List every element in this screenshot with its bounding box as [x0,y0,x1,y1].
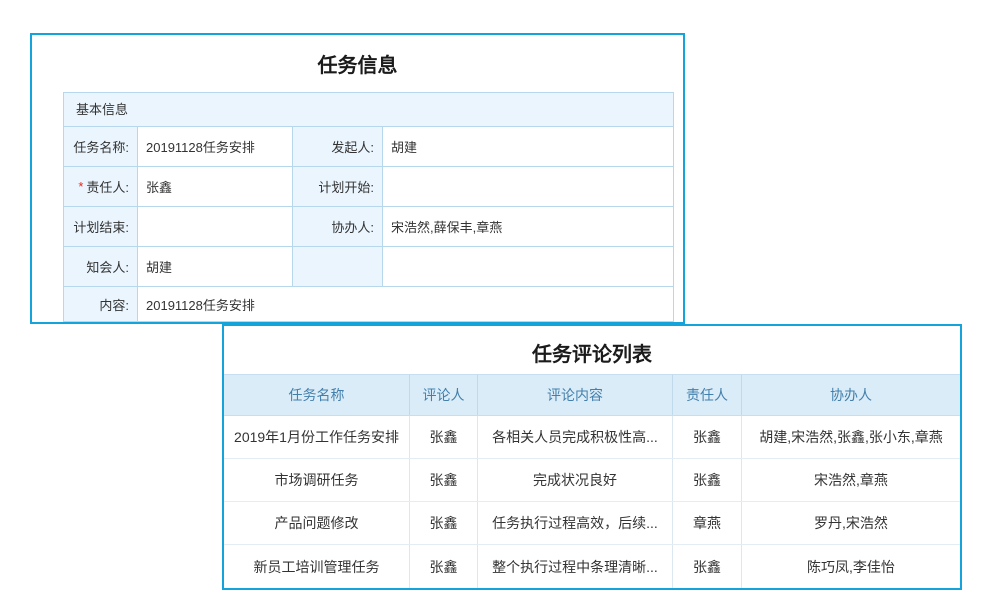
table-row: 产品问题修改 张鑫 任务执行过程高效，后续... 章燕 罗丹,宋浩然 [224,502,960,545]
task-info-panel: 任务信息 基本信息 任务名称: 20191128任务安排 发起人: 胡建 * 责… [30,33,685,324]
comment-text: 任务执行过程高效，后续... [478,502,673,544]
value-collaborators: 宋浩然,薛保丰,章燕 [383,207,673,246]
col-header-task-name: 任务名称 [224,375,410,415]
label-plan-start: 计划开始: [293,167,383,206]
section-header-basic-info: 基本信息 [64,93,673,127]
value-plan-end [138,207,293,246]
table-row: 新员工培训管理任务 张鑫 整个执行过程中条理清晰... 张鑫 陈巧凤,李佳怡 [224,545,960,588]
form-row-content: 内容: 20191128任务安排 [64,287,673,321]
commenter-link[interactable]: 张鑫 [410,545,478,588]
task-name-link[interactable]: 新员工培训管理任务 [224,545,410,588]
col-header-commenter: 评论人 [410,375,478,415]
value-plan-start [383,167,673,206]
value-empty [383,247,673,286]
task-name-link[interactable]: 2019年1月份工作任务安排 [224,416,410,458]
value-content: 20191128任务安排 [138,287,673,321]
label-plan-end: 计划结束: [64,207,138,246]
col-header-comment: 评论内容 [478,375,673,415]
commenter-link[interactable]: 张鑫 [410,459,478,501]
value-cc: 胡建 [138,247,293,286]
label-initiator: 发起人: [293,127,383,166]
label-collaborators: 协办人: [293,207,383,246]
collaborators-text: 宋浩然,章燕 [814,472,888,488]
task-name-link[interactable]: 市场调研任务 [224,459,410,501]
label-task-name: 任务名称: [64,127,138,166]
value-task-name: 20191128任务安排 [138,127,293,166]
task-info-title: 任务信息 [317,55,398,77]
value-owner: 张鑫 [138,167,293,206]
comment-text: 完成状况良好 [478,459,673,501]
form-row-owner: * 责任人: 张鑫 计划开始: [64,167,673,207]
form-row-task-name: 任务名称: 20191128任务安排 发起人: 胡建 [64,127,673,167]
comment-text: 整个执行过程中条理清晰... [478,545,673,588]
label-owner-text: 责任人: [86,180,129,195]
label-content: 内容: [64,287,138,321]
form-row-plan-end: 计划结束: 协办人: 宋浩然,薛保丰,章燕 [64,207,673,247]
task-name-link[interactable]: 产品问题修改 [224,502,410,544]
owner-link[interactable]: 张鑫 [673,545,742,588]
comment-text: 各相关人员完成积极性高... [478,416,673,458]
label-empty [293,247,383,286]
comment-list-title: 任务评论列表 [532,344,652,366]
comment-table: 任务名称 评论人 评论内容 责任人 协办人 2019年1月份工作任务安排 张鑫 … [224,374,960,588]
form-row-cc: 知会人: 胡建 [64,247,673,287]
table-row: 市场调研任务 张鑫 完成状况良好 张鑫 宋浩然,章燕 [224,459,960,502]
required-asterisk: * [78,179,84,194]
collaborators-text: 陈巧凤,李佳怡 [807,558,895,575]
owner-link[interactable]: 张鑫 [673,416,742,458]
value-initiator: 胡建 [383,127,673,166]
col-header-collaborators: 协办人 [830,387,872,403]
commenter-link[interactable]: 张鑫 [410,416,478,458]
owner-link[interactable]: 张鑫 [673,459,742,501]
label-owner: * 责任人: [64,167,138,206]
commenter-link[interactable]: 张鑫 [410,502,478,544]
task-info-form: 基本信息 任务名称: 20191128任务安排 发起人: 胡建 * 责任人: 张… [63,92,674,322]
label-cc: 知会人: [64,247,138,286]
table-row: 2019年1月份工作任务安排 张鑫 各相关人员完成积极性高... 张鑫 胡建,宋… [224,416,960,459]
collaborators-text: 罗丹,宋浩然 [814,515,888,531]
task-comment-list-panel: 任务评论列表 任务名称 评论人 评论内容 责任人 协办人 2019年1月份工作任… [222,324,962,590]
col-header-owner: 责任人 [673,375,742,415]
owner-link[interactable]: 章燕 [673,502,742,544]
collaborators-text: 胡建,宋浩然,张鑫,张小东,章燕 [759,429,943,445]
comment-table-header: 任务名称 评论人 评论内容 责任人 协办人 [224,374,960,416]
